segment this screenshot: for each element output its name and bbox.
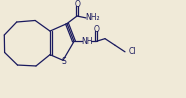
Text: O: O [75, 0, 81, 9]
Text: NH: NH [81, 37, 93, 46]
Text: O: O [94, 25, 100, 34]
Text: NH₂: NH₂ [85, 13, 100, 22]
Text: Cl: Cl [128, 47, 136, 56]
Text: S: S [61, 57, 66, 66]
